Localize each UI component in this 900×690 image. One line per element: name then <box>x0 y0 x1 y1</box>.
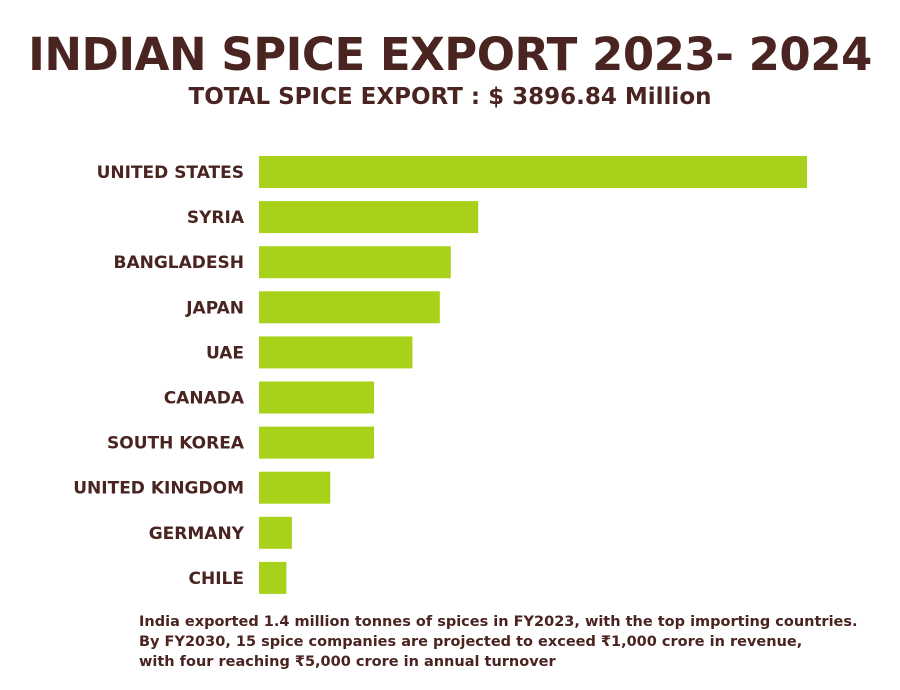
category-label: SOUTH KOREA <box>107 434 245 454</box>
category-label: JAPAN <box>185 298 244 318</box>
category-label: BANGLADESH <box>114 253 244 273</box>
bar-united-kingdom <box>259 471 331 504</box>
bar-bangladesh <box>259 246 451 279</box>
bar-chile <box>259 561 287 594</box>
bar-germany <box>259 516 292 549</box>
footnote: India exported 1.4 million tonnes of spi… <box>139 612 858 672</box>
category-label: SYRIA <box>187 208 245 228</box>
chart-title: INDIAN SPICE EXPORT 2023- 2024 <box>28 28 872 81</box>
footnote-line: By FY2030, 15 spice companies are projec… <box>139 634 803 650</box>
category-label: UNITED KINGDOM <box>73 479 244 499</box>
bar-syria <box>259 201 479 234</box>
category-label: CHILE <box>189 569 244 589</box>
category-label: UNITED STATES <box>97 163 244 183</box>
footnote-line: with four reaching ₹5,000 crore in annua… <box>139 654 556 670</box>
footnote-line: India exported 1.4 million tonnes of spi… <box>139 614 858 630</box>
category-label: CANADA <box>164 389 245 409</box>
bar-united-states <box>259 156 807 188</box>
bar-chart: UNITED STATES SYRIA BANGLADESH JAPAN UAE CANA… <box>73 156 807 594</box>
bar-south-korea <box>259 426 375 459</box>
category-label: GERMANY <box>149 524 245 544</box>
bar-canada <box>259 381 375 414</box>
bar-uae <box>259 336 413 369</box>
category-label: UAE <box>206 343 244 363</box>
chart-subtitle: TOTAL SPICE EXPORT : $ 3896.84 Million <box>188 84 712 110</box>
bar-japan <box>259 291 440 324</box>
